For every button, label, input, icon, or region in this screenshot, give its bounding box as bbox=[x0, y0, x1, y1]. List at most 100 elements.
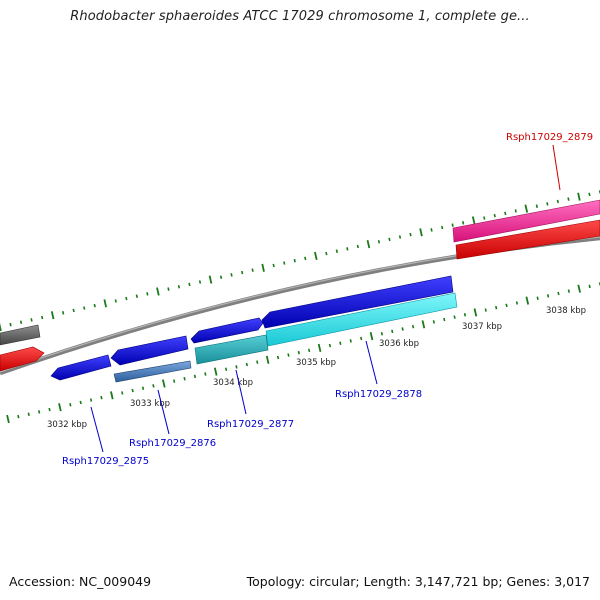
inner-tick bbox=[557, 291, 560, 296]
inner-tick bbox=[515, 301, 519, 305]
gene-misc-feature[interactable] bbox=[113, 360, 192, 383]
outer-tick bbox=[230, 273, 233, 277]
outer-tick bbox=[283, 261, 286, 265]
outer-tick bbox=[41, 315, 44, 320]
gene-red-right[interactable] bbox=[455, 219, 600, 260]
inner-tick bbox=[505, 303, 508, 308]
inner-tick bbox=[567, 289, 570, 293]
inner-tick bbox=[546, 294, 550, 298]
leader-line-2875 bbox=[90, 406, 104, 453]
inner-tick bbox=[360, 336, 363, 341]
outer-tick bbox=[514, 209, 517, 213]
outer-tick-track bbox=[0, 190, 600, 332]
inner-tick bbox=[69, 403, 72, 407]
inner-tick bbox=[308, 348, 311, 353]
gene-blue-long[interactable] bbox=[261, 275, 454, 329]
outer-tick bbox=[146, 292, 149, 296]
inner-tick bbox=[495, 305, 498, 310]
outer-tick bbox=[493, 213, 496, 218]
gene-gray-left[interactable] bbox=[0, 324, 41, 346]
inner-tick bbox=[317, 343, 322, 353]
gene-label-rsph17029-2878[interactable]: Rsph17029_2878 bbox=[335, 389, 422, 400]
outer-tick bbox=[9, 322, 12, 327]
inner-tick bbox=[162, 379, 166, 388]
outer-tick bbox=[103, 299, 107, 308]
inner-tick bbox=[380, 332, 384, 336]
outer-tick bbox=[156, 287, 160, 296]
gene-label-rsph17029-2875[interactable]: Rsph17029_2875 bbox=[62, 456, 149, 467]
outer-tick bbox=[114, 299, 117, 303]
inner-tick bbox=[121, 391, 124, 395]
outer-tick bbox=[0, 322, 2, 332]
outer-tick bbox=[398, 235, 402, 239]
gene-rsph17029-2876[interactable] bbox=[110, 335, 189, 366]
outer-tick bbox=[293, 258, 296, 263]
gene-teal-segment[interactable] bbox=[194, 334, 269, 365]
gene-label-rsph17029-2876[interactable]: Rsph17029_2876 bbox=[129, 438, 216, 449]
outer-tick bbox=[30, 318, 33, 322]
inner-tick bbox=[287, 353, 290, 357]
outer-tick bbox=[72, 308, 75, 313]
inner-tick bbox=[401, 327, 404, 331]
outer-tick bbox=[419, 228, 423, 237]
inner-tick bbox=[152, 384, 155, 388]
inner-tick bbox=[235, 365, 238, 369]
outer-tick bbox=[188, 282, 191, 287]
outer-tick bbox=[208, 275, 213, 284]
outer-tick bbox=[388, 237, 391, 242]
outer-tick bbox=[219, 275, 223, 279]
tick-label-3034: 3034 kbp bbox=[213, 378, 253, 388]
inner-tick bbox=[339, 341, 342, 345]
gene-rsph17029-2875[interactable] bbox=[50, 354, 112, 381]
genome-summary: Topology: circular; Length: 3,147,721 bp… bbox=[246, 574, 590, 589]
inner-tick bbox=[411, 324, 415, 329]
outer-tick bbox=[135, 294, 138, 298]
gene-label-rsph17029-2877[interactable]: Rsph17029_2877 bbox=[207, 419, 294, 430]
accession-label: Accession: NC_009049 bbox=[9, 574, 152, 589]
gene-rsph17029-2877[interactable] bbox=[190, 317, 264, 344]
gene-rsph17029-2878[interactable] bbox=[265, 292, 458, 347]
inner-tick bbox=[110, 391, 114, 400]
outer-tick bbox=[356, 244, 359, 249]
outer-tick bbox=[483, 216, 486, 220]
inner-tick bbox=[131, 388, 134, 393]
outer-tick bbox=[251, 268, 254, 272]
gene-label-rsph17029-2879[interactable]: Rsph17029_2879 bbox=[506, 132, 593, 143]
gene-pink-rsph17029-2879[interactable] bbox=[452, 199, 600, 243]
tick-label-3038: 3038 kbp bbox=[546, 306, 586, 316]
inner-tick bbox=[369, 331, 374, 341]
outer-tick bbox=[577, 192, 581, 201]
outer-tick bbox=[451, 223, 454, 227]
inner-tick bbox=[297, 350, 300, 355]
inner-tick bbox=[421, 320, 426, 329]
outer-tick bbox=[241, 270, 244, 275]
outer-tick bbox=[567, 197, 570, 201]
inner-tick bbox=[588, 284, 591, 289]
outer-tick bbox=[366, 239, 371, 249]
inner-tick bbox=[100, 395, 103, 400]
inner-tick bbox=[213, 367, 218, 376]
outer-tick bbox=[83, 306, 86, 310]
tick-label-3037: 3037 kbp bbox=[462, 322, 502, 332]
outer-tick bbox=[198, 280, 202, 284]
outer-tick bbox=[462, 221, 465, 225]
outer-tick bbox=[272, 263, 275, 268]
outer-tick bbox=[177, 285, 181, 289]
inner-tick bbox=[391, 329, 394, 334]
tick-label-3036: 3036 kbp bbox=[379, 339, 419, 349]
inner-tick bbox=[17, 414, 20, 419]
inner-tick bbox=[141, 386, 145, 390]
outer-tick bbox=[377, 240, 381, 244]
leader-line-2879 bbox=[552, 144, 561, 191]
gene-red-left[interactable] bbox=[0, 346, 45, 372]
outer-tick bbox=[504, 211, 507, 216]
inner-tick bbox=[349, 339, 352, 343]
inner-tick bbox=[525, 296, 530, 305]
tick-label-3032: 3032 kbp bbox=[47, 420, 87, 430]
leader-line-2877 bbox=[235, 369, 247, 415]
outer-tick bbox=[471, 216, 476, 225]
outer-tick bbox=[93, 303, 96, 308]
outer-tick bbox=[50, 311, 55, 320]
inner-tick bbox=[204, 372, 207, 376]
